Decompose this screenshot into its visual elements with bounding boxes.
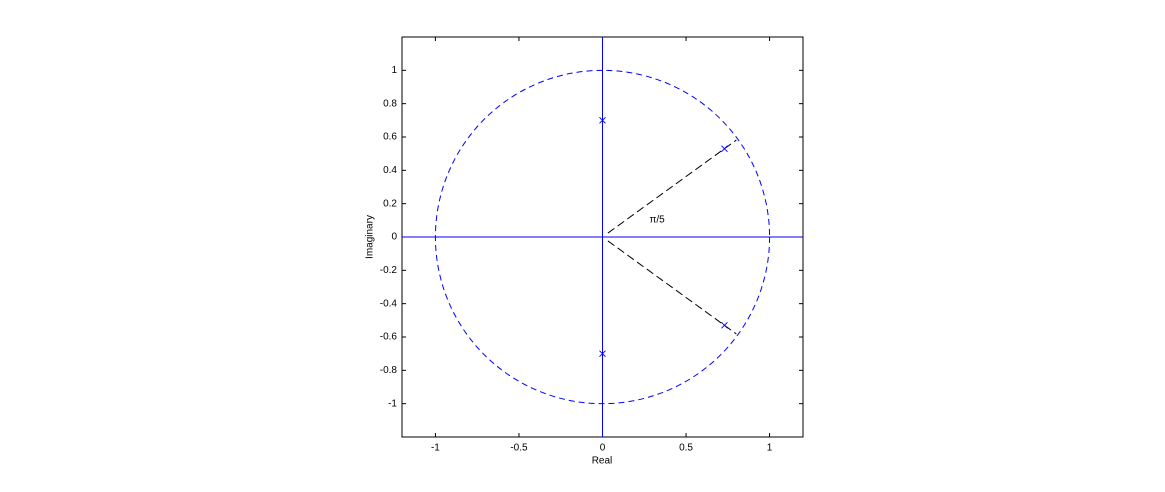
y-tick-label: -0.4 xyxy=(380,298,398,309)
y-tick-label: -1 xyxy=(388,398,397,409)
angle-annotation: π/5 xyxy=(650,215,666,226)
x-tick-label: -1 xyxy=(431,443,440,454)
y-tick-label: -0.8 xyxy=(380,365,398,376)
x-tick-label: 0 xyxy=(600,443,606,454)
pole-marker xyxy=(599,116,606,124)
y-axis-label: Imaginary xyxy=(365,215,376,259)
y-tick-label: 0.8 xyxy=(383,98,397,109)
y-tick-label: 0.6 xyxy=(383,132,397,143)
y-tick-label: -0.2 xyxy=(380,265,398,276)
x-axis-label: Real xyxy=(592,456,613,467)
unit-circle xyxy=(434,69,771,405)
x-tick-label: 1 xyxy=(767,443,773,454)
y-tick-label: 1 xyxy=(391,65,397,76)
angle-line xyxy=(607,240,737,335)
y-tick-label: 0.2 xyxy=(383,198,397,209)
x-tick-label: 0.5 xyxy=(679,443,693,454)
y-tick-label: 0 xyxy=(391,232,397,243)
angle-line xyxy=(607,139,737,234)
pole-marker xyxy=(721,321,728,329)
y-tick-label: -0.6 xyxy=(380,332,398,343)
x-tick-label: -0.5 xyxy=(510,443,528,454)
pole-marker xyxy=(599,350,606,358)
pole-marker xyxy=(721,145,728,153)
y-tick-label: 0.4 xyxy=(383,165,397,176)
